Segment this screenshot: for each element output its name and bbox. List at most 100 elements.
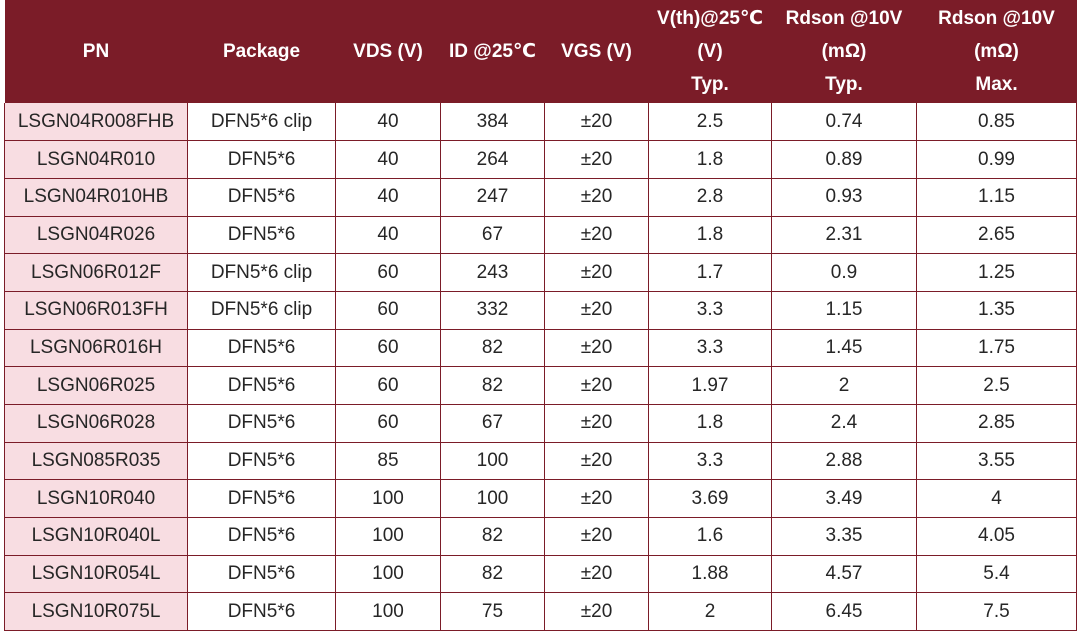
cell-id-25c: 247: [440, 178, 545, 217]
table-body: LSGN04R008FHB DFN5*6 clip 40 384 ±20 2.5 0.74 0…: [4, 103, 1077, 632]
cell-package: DFN5*6 clip: [187, 291, 336, 330]
cell-rdson-typ: 4.57: [771, 555, 917, 594]
cell-vth-typ: 2.5: [648, 103, 772, 142]
cell-rdson-max: 2.5: [916, 366, 1077, 405]
cell-vth-typ: 3.69: [648, 479, 772, 519]
cell-package: DFN5*6: [187, 140, 336, 179]
cell-rdson-typ: 3.35: [771, 517, 917, 556]
cell-vth-typ: 1.6: [648, 517, 772, 556]
column-header-package: Package: [187, 0, 336, 103]
table-row: LSGN10R054L DFN5*6 100 82 ±20 1.88 4.57 5.4: [4, 555, 1077, 594]
cell-vth-typ: 2.8: [648, 178, 772, 217]
cell-vds: 100: [335, 517, 441, 556]
column-header-line: (mΩ): [821, 41, 867, 62]
cell-rdson-typ: 3.49: [771, 479, 917, 519]
cell-pn: LSGN10R075L: [4, 592, 188, 632]
cell-vds: 100: [335, 555, 441, 594]
cell-pn: LSGN06R013FH: [4, 291, 188, 330]
cell-rdson-max: 5.4: [916, 555, 1077, 594]
cell-id-25c: 82: [440, 517, 545, 556]
column-header-line: VDS (V): [353, 41, 423, 62]
cell-rdson-max: 3.55: [916, 442, 1077, 481]
column-header-line: (mΩ): [974, 41, 1019, 62]
table-row: LSGN06R013FH DFN5*6 clip 60 332 ±20 3.3 1.15 1.…: [4, 291, 1077, 330]
table-row: LSGN10R040 DFN5*6 100 100 ±20 3.69 3.49 4: [4, 479, 1077, 519]
cell-package: DFN5*6: [187, 404, 336, 443]
cell-pn: LSGN06R028: [4, 404, 188, 443]
cell-vgs: ±20: [544, 253, 649, 292]
cell-package: DFN5*6: [187, 442, 336, 481]
cell-package: DFN5*6: [187, 479, 336, 519]
cell-vds: 100: [335, 479, 441, 519]
table-header: PN Package VDS (V) ID @25℃ VGS (V) V(th)@25℃ (…: [4, 0, 1077, 103]
cell-rdson-typ: 6.45: [771, 592, 917, 632]
column-header-rdson-max: Rdson @10V (mΩ) Max.: [916, 0, 1077, 103]
column-header-line: Typ.: [691, 74, 729, 95]
cell-rdson-typ: 2.88: [771, 442, 917, 481]
column-header-rdson-typ: Rdson @10V (mΩ) Typ.: [771, 0, 917, 103]
cell-vds: 60: [335, 366, 441, 405]
cell-vth-typ: 3.3: [648, 329, 772, 368]
table-row: LSGN085R035 DFN5*6 85 100 ±20 3.3 2.88 3.55: [4, 442, 1077, 481]
cell-vgs: ±20: [544, 366, 649, 405]
table-row: LSGN04R010 DFN5*6 40 264 ±20 1.8 0.89 0.99: [4, 140, 1077, 179]
cell-id-25c: 82: [440, 329, 545, 368]
cell-pn: LSGN10R040L: [4, 517, 188, 556]
cell-pn: LSGN06R016H: [4, 329, 188, 368]
column-header-id-25c: ID @25℃: [440, 0, 545, 103]
table-row: LSGN06R028 DFN5*6 60 67 ±20 1.8 2.4 2.85: [4, 404, 1077, 443]
cell-vgs: ±20: [544, 329, 649, 368]
column-header-line: (V): [697, 41, 723, 62]
cell-package: DFN5*6 clip: [187, 253, 336, 292]
cell-vth-typ: 1.8: [648, 140, 772, 179]
cell-id-25c: 264: [440, 140, 545, 179]
column-header-vds: VDS (V): [335, 0, 441, 103]
cell-id-25c: 67: [440, 404, 545, 443]
cell-id-25c: 100: [440, 479, 545, 519]
cell-package: DFN5*6: [187, 216, 336, 255]
table-row: LSGN06R025 DFN5*6 60 82 ±20 1.97 2 2.5: [4, 366, 1077, 405]
column-header-line: Max.: [975, 74, 1018, 95]
cell-package: DFN5*6: [187, 329, 336, 368]
cell-package: DFN5*6: [187, 517, 336, 556]
cell-vth-typ: 1.97: [648, 366, 772, 405]
cell-vgs: ±20: [544, 592, 649, 632]
cell-pn: LSGN10R040: [4, 479, 188, 519]
cell-package: DFN5*6: [187, 592, 336, 632]
cell-pn: LSGN06R012F: [4, 253, 188, 292]
cell-vds: 60: [335, 329, 441, 368]
column-header-line: Package: [222, 41, 301, 62]
column-header-line: VGS (V): [561, 41, 632, 62]
cell-vgs: ±20: [544, 517, 649, 556]
cell-rdson-typ: 0.74: [771, 103, 917, 142]
table-row: LSGN10R075L DFN5*6 100 75 ±20 2 6.45 7.5: [4, 592, 1077, 632]
column-header-vth-typ: V(th)@25℃ (V) Typ.: [648, 0, 772, 103]
cell-id-25c: 75: [440, 592, 545, 632]
cell-vgs: ±20: [544, 291, 649, 330]
column-header-line: Typ.: [825, 74, 863, 95]
column-header-line: PN: [82, 41, 110, 62]
cell-vgs: ±20: [544, 555, 649, 594]
cell-pn: LSGN04R010: [4, 140, 188, 179]
cell-pn: LSGN04R026: [4, 216, 188, 255]
cell-id-25c: 100: [440, 442, 545, 481]
cell-rdson-max: 0.99: [916, 140, 1077, 179]
cell-rdson-typ: 2.31: [771, 216, 917, 255]
table-row: LSGN04R010HB DFN5*6 40 247 ±20 2.8 0.93 1.15: [4, 178, 1077, 217]
cell-rdson-max: 2.85: [916, 404, 1077, 443]
header-row: PN Package VDS (V) ID @25℃ VGS (V) V(th)@25℃ (…: [4, 0, 1077, 103]
cell-id-25c: 82: [440, 366, 545, 405]
cell-package: DFN5*6: [187, 555, 336, 594]
cell-rdson-typ: 0.89: [771, 140, 917, 179]
cell-vth-typ: 1.7: [648, 253, 772, 292]
cell-rdson-max: 7.5: [916, 592, 1077, 632]
cell-id-25c: 243: [440, 253, 545, 292]
cell-id-25c: 67: [440, 216, 545, 255]
cell-vgs: ±20: [544, 140, 649, 179]
table-row: LSGN10R040L DFN5*6 100 82 ±20 1.6 3.35 4.05: [4, 517, 1077, 556]
cell-vds: 60: [335, 404, 441, 443]
cell-vgs: ±20: [544, 442, 649, 481]
cell-package: DFN5*6 clip: [187, 103, 336, 142]
cell-rdson-typ: 0.9: [771, 253, 917, 292]
cell-id-25c: 332: [440, 291, 545, 330]
